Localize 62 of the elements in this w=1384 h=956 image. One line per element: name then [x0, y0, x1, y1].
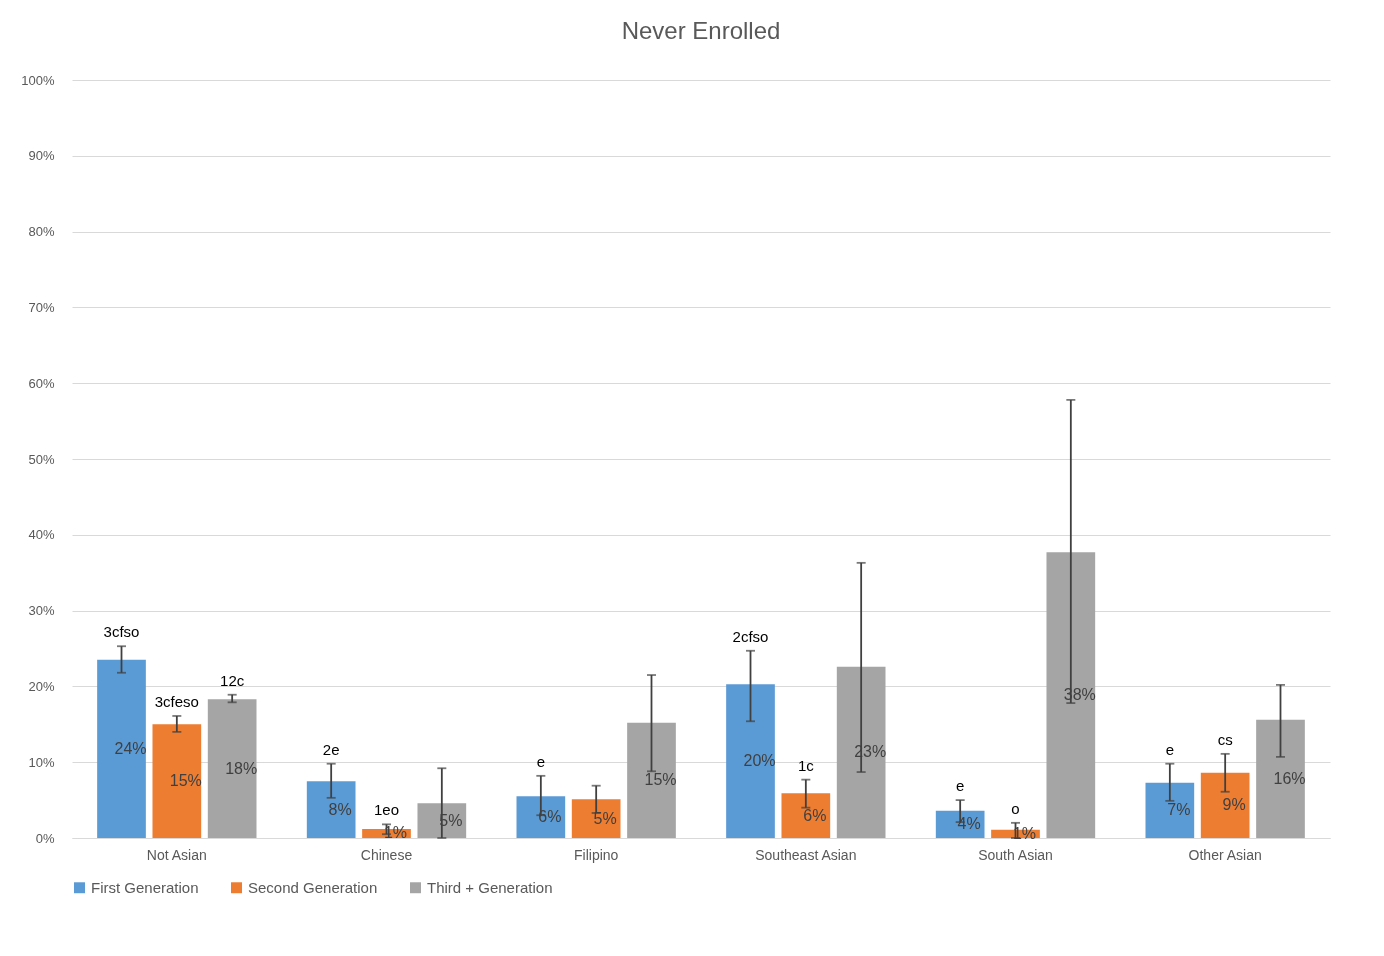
chart-title: Never Enrolled [621, 17, 781, 44]
bar [726, 684, 775, 838]
legend-label: Third + Generation [427, 878, 553, 896]
data-label: 9% [1222, 796, 1246, 814]
y-tick-label: 40% [28, 527, 55, 543]
x-tick-label: Filipino [573, 846, 619, 863]
data-label: 20% [743, 752, 776, 770]
bar [781, 793, 831, 838]
annotation: 2cfso [732, 627, 769, 645]
x-tick-label: South Asian [978, 846, 1053, 863]
annotation: e [536, 752, 546, 770]
bar [306, 781, 356, 838]
y-tick-label: 70% [28, 299, 55, 315]
annotation: 12c [220, 671, 245, 689]
bar [1200, 772, 1250, 838]
data-label: 15% [644, 771, 677, 789]
x-tick-label: Not Asian [146, 846, 207, 863]
y-tick-label: 20% [28, 678, 55, 694]
annotation: cs [1217, 730, 1233, 748]
bar [935, 810, 985, 838]
bar [207, 699, 257, 838]
y-tick-label: 10% [28, 754, 55, 770]
bar [152, 724, 202, 838]
legend-label: Second Generation [248, 878, 378, 896]
annotation: 1eo [373, 801, 400, 819]
data-label: 6% [538, 808, 562, 826]
data-label: 4% [957, 815, 981, 833]
data-label: 6% [803, 806, 827, 824]
data-label: 15% [169, 772, 202, 790]
y-tick-label: 50% [28, 451, 55, 467]
legend-label: First Generation [91, 878, 199, 896]
bar [571, 799, 621, 838]
bar [1046, 552, 1096, 838]
y-tick-label: 30% [28, 603, 55, 619]
bar [627, 722, 676, 838]
annotation: e [956, 777, 965, 795]
data-label: 18% [225, 759, 258, 777]
data-label: 24% [114, 739, 147, 757]
data-label: 16% [1273, 769, 1306, 787]
bar [836, 666, 886, 838]
data-label: 1% [383, 824, 408, 842]
data-label: 7% [1167, 801, 1191, 819]
data-label: 5% [593, 809, 617, 827]
annotation: 3cfeso [154, 692, 199, 710]
bar [1256, 719, 1305, 838]
annotation: 1c [797, 756, 815, 774]
x-tick-label: Other Asian [1188, 846, 1262, 863]
y-tick-label: 80% [28, 224, 55, 240]
y-tick-label: 60% [28, 375, 55, 391]
y-tick-label: 100% [21, 72, 55, 88]
bar [97, 659, 146, 838]
annotation: o [1011, 799, 1020, 817]
bar [1145, 782, 1195, 838]
bar [516, 796, 566, 838]
annotation: 3cfso [103, 623, 140, 641]
y-tick-label: 90% [28, 148, 55, 164]
data-label: 8% [328, 800, 352, 818]
x-tick-label: Southeast Asian [755, 846, 857, 863]
y-tick-label: 0% [35, 830, 55, 846]
x-tick-label: Chinese [360, 846, 413, 863]
annotation: e [1165, 740, 1175, 758]
annotation: 2e [322, 740, 340, 758]
